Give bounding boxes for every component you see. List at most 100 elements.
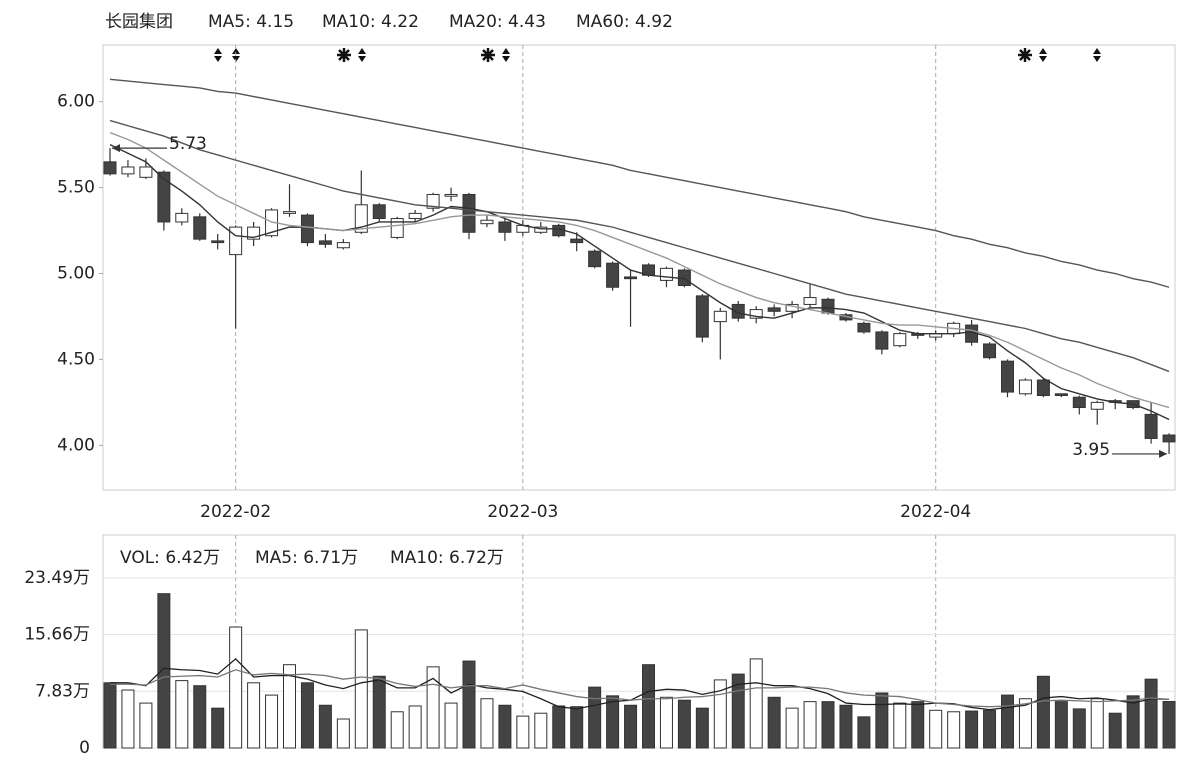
volume-bar	[821, 701, 835, 749]
candle-body	[480, 219, 494, 225]
candle-body	[354, 204, 368, 233]
x-tick-label: 2022-04	[900, 502, 971, 522]
annotation-arrowhead	[1159, 449, 1168, 458]
candle-body	[121, 166, 135, 175]
legend-entry: MA20: 4.43	[449, 12, 546, 32]
candle-body	[336, 242, 350, 249]
volume-bar	[857, 716, 871, 749]
event-marker	[358, 48, 366, 62]
volume-bar	[211, 707, 225, 749]
ma-line	[109, 119, 1170, 373]
chart-title: 长园集团	[105, 12, 173, 32]
volume-bar	[642, 664, 655, 749]
event-marker	[1093, 48, 1101, 62]
volume-bar	[516, 715, 530, 749]
legend-entry: VOL: 6.42万	[120, 548, 220, 568]
annotation-label: 5.73	[169, 134, 207, 154]
volume-bar	[911, 701, 925, 749]
volume-bar	[193, 685, 207, 749]
volume-bar	[624, 704, 638, 749]
y-tick-label: 5.50	[57, 178, 95, 198]
candle-body	[893, 333, 907, 347]
candle-body	[193, 216, 207, 240]
volume-bar	[480, 698, 494, 749]
legend-entry: MA10: 4.22	[322, 12, 419, 32]
y-tick-label: 23.49万	[24, 568, 90, 588]
candle-body	[570, 238, 584, 244]
candle-body	[1036, 379, 1050, 397]
candle-body	[713, 310, 727, 323]
candle-body	[1144, 413, 1158, 439]
candle-body	[1162, 434, 1176, 443]
volume-bar	[749, 658, 763, 749]
star-marker	[481, 48, 495, 62]
y-tick-label: 6.00	[57, 92, 95, 112]
volume-bar	[803, 701, 817, 749]
volume-ma-line	[110, 658, 1170, 711]
volume-bar	[265, 694, 279, 749]
star-marker	[1018, 48, 1032, 62]
volume-bar	[606, 695, 620, 749]
y-tick-label: 4.50	[57, 349, 95, 369]
event-marker	[1039, 48, 1047, 62]
volume-bar	[1036, 675, 1050, 749]
candle-body	[857, 322, 871, 333]
volume-bar	[552, 705, 566, 749]
volume-bar	[1126, 695, 1140, 749]
y-tick-label: 7.83万	[35, 681, 90, 701]
candle-body	[983, 343, 997, 359]
candle-body	[749, 309, 763, 319]
volume-bar	[121, 689, 135, 749]
candle-body	[534, 226, 548, 233]
volume-bar	[839, 704, 853, 749]
volume-bar	[659, 696, 673, 749]
candle-body	[390, 218, 404, 238]
candle-body	[1001, 360, 1014, 393]
ma-line	[109, 78, 1170, 288]
volume-bar	[947, 711, 961, 749]
candle-body	[157, 171, 171, 223]
event-marker	[232, 48, 240, 62]
star-marker	[337, 48, 351, 62]
y-tick-label: 15.66万	[24, 625, 90, 645]
candle-body	[372, 204, 386, 220]
candle-body	[659, 267, 673, 281]
volume-bar	[588, 686, 602, 749]
volume-bar	[1108, 712, 1122, 749]
candle-body	[1090, 401, 1104, 410]
volume-bar	[157, 593, 171, 749]
event-markers	[214, 48, 1101, 62]
candle-body	[462, 193, 476, 233]
candle-body	[624, 276, 638, 280]
price-frame	[102, 44, 1176, 491]
volume-bar	[283, 664, 296, 749]
volume-bar	[1072, 708, 1086, 749]
volume-ma-line	[110, 669, 1170, 708]
candle-body	[606, 262, 620, 288]
volume-bar	[354, 629, 368, 749]
volume-bar	[390, 711, 404, 749]
volume-bar	[785, 707, 799, 749]
volume-bar	[570, 706, 584, 749]
volume-bar	[462, 660, 476, 749]
annotation-arrowhead	[112, 144, 120, 153]
volume-bar	[713, 679, 727, 749]
volume-bar	[1001, 694, 1014, 749]
volume-bar	[247, 682, 261, 749]
candle-body	[444, 193, 458, 197]
volume-bar	[139, 702, 153, 749]
x-tick-label: 2022-02	[200, 502, 271, 522]
volume-bar	[229, 626, 243, 749]
x-tick-label: 2022-03	[487, 502, 558, 522]
annotation-label: 3.95	[1072, 440, 1110, 460]
y-tick-label: 4.00	[57, 435, 95, 455]
volume-bar	[336, 718, 350, 749]
volume-bar	[498, 704, 512, 749]
volume-bar	[426, 666, 440, 749]
volume-bar	[444, 702, 458, 749]
volume-bar	[1144, 678, 1158, 749]
volume-bar	[1162, 700, 1176, 749]
event-marker	[214, 48, 222, 62]
volume-bar	[408, 705, 422, 749]
